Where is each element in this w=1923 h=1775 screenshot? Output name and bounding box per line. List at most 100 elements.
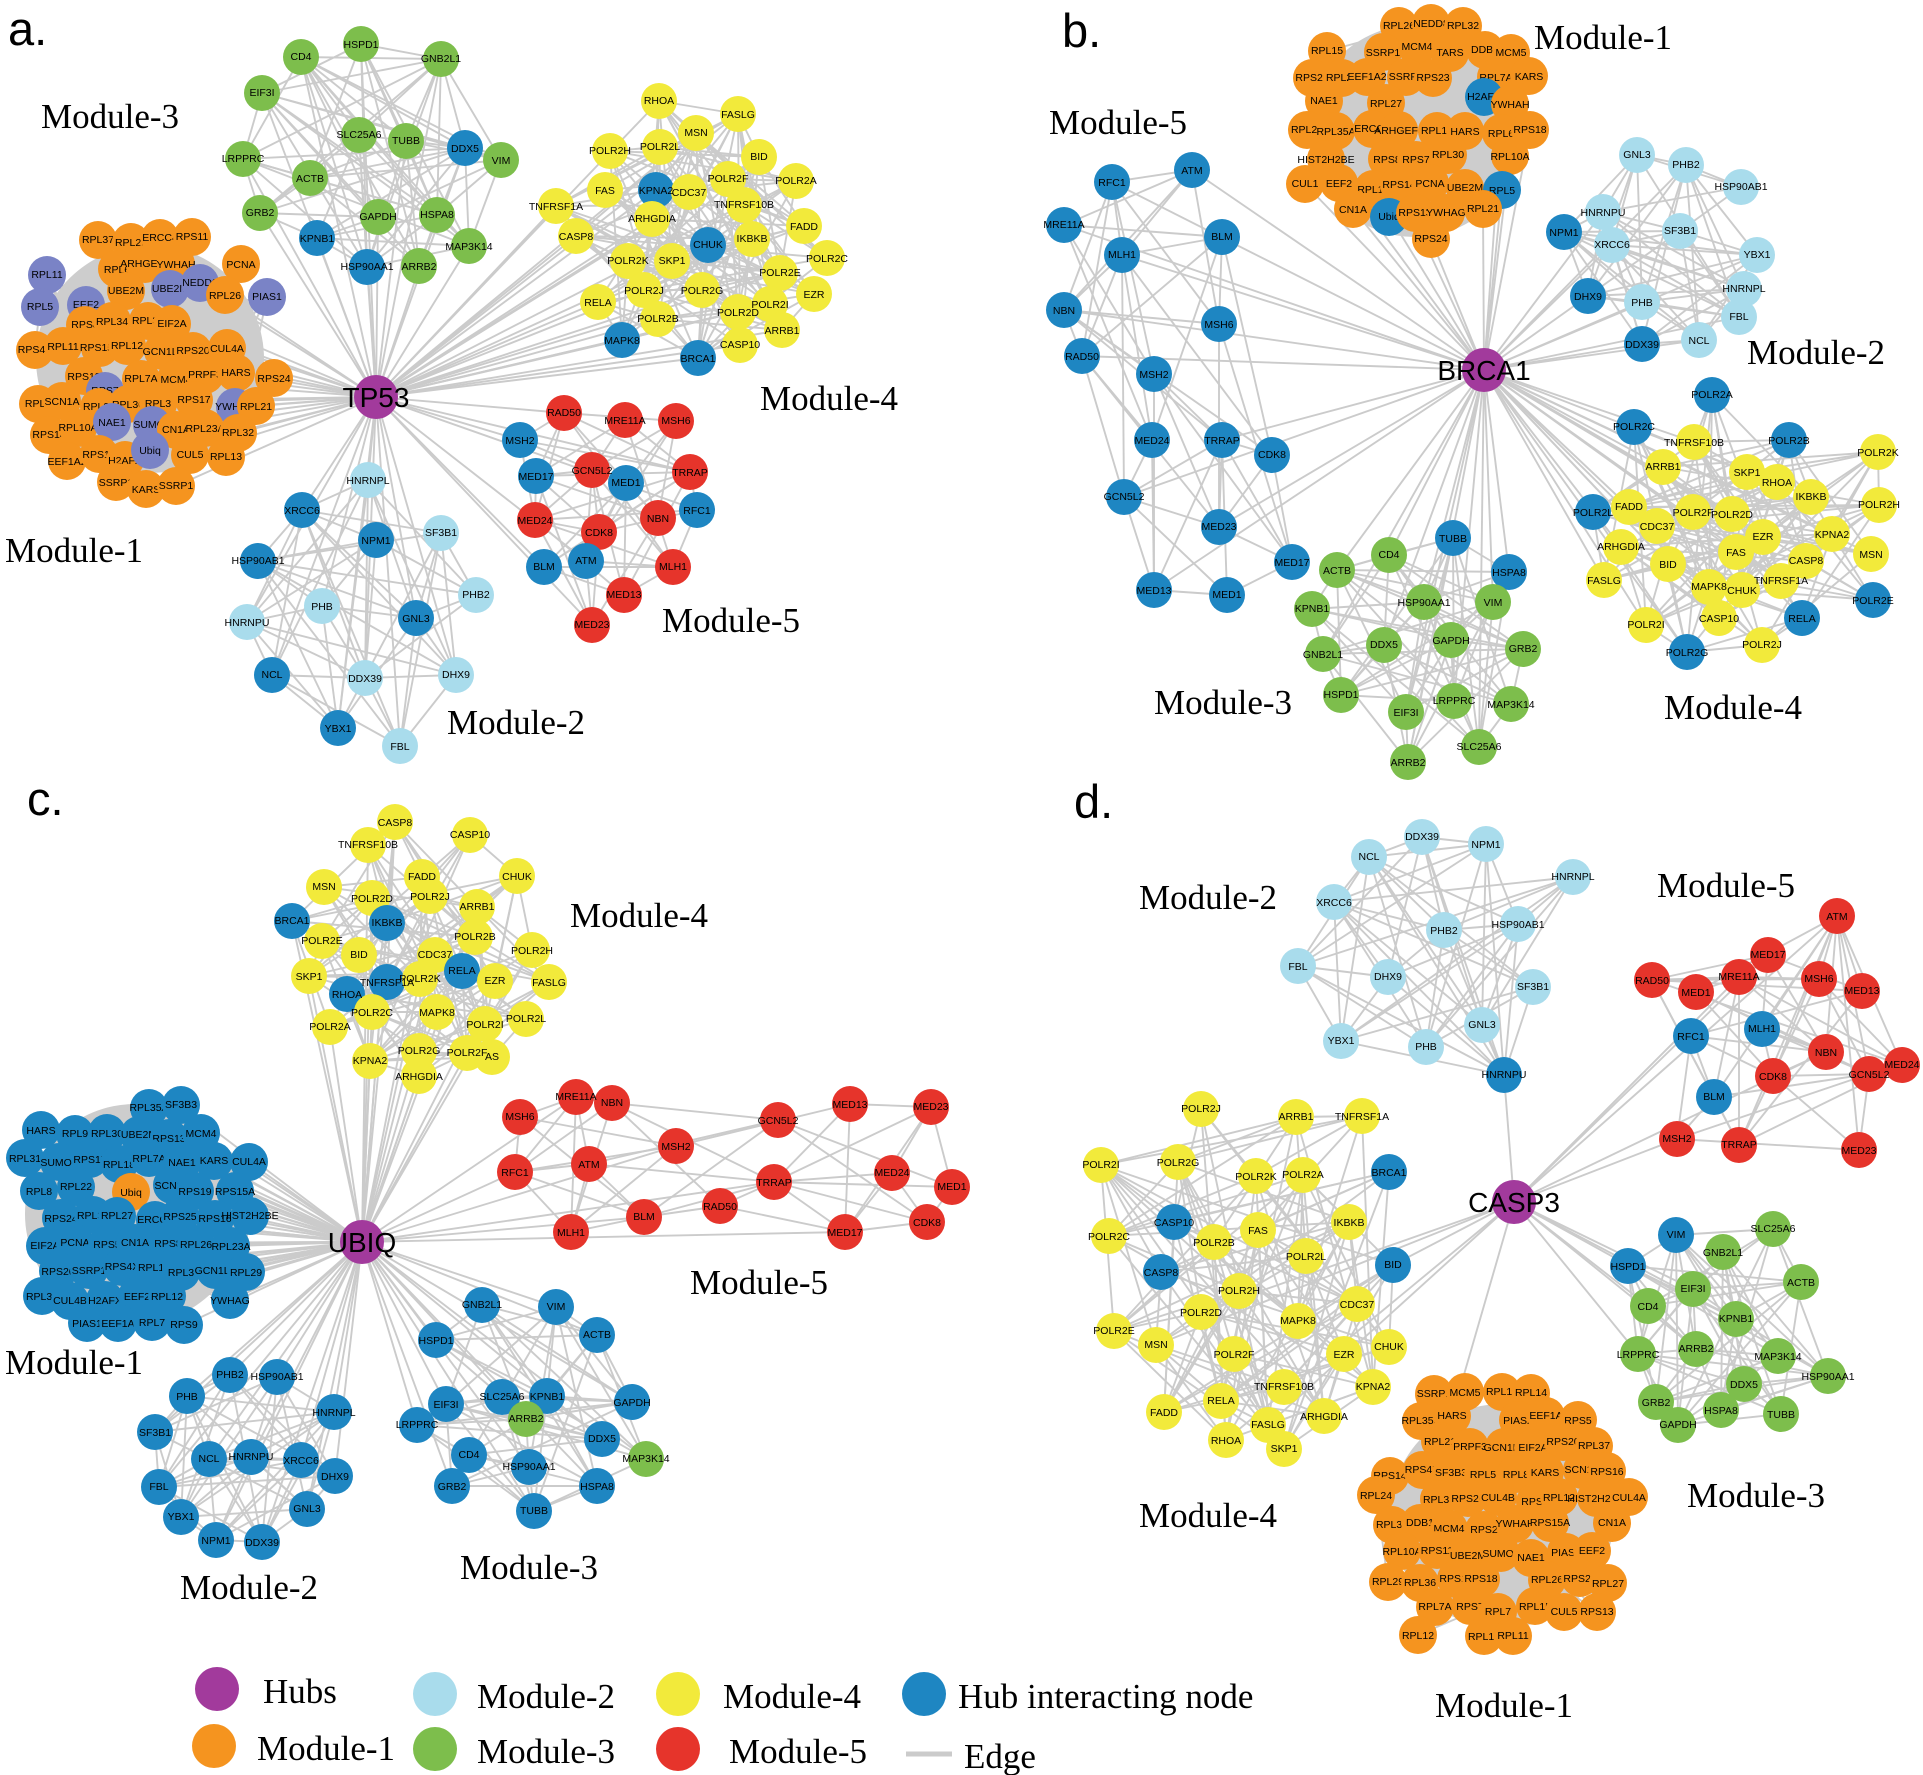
svg-text:MED13: MED13 <box>1136 585 1171 597</box>
svg-text:MSN: MSN <box>1144 1339 1167 1351</box>
svg-text:CN1A: CN1A <box>162 424 190 436</box>
svg-text:POLR2C: POLR2C <box>1088 1231 1130 1243</box>
svg-text:KPNB1: KPNB1 <box>300 233 335 245</box>
svg-text:EEF1A: EEF1A <box>1529 1410 1562 1422</box>
svg-text:Ubiq: Ubiq <box>120 1187 142 1199</box>
svg-text:RPS7: RPS7 <box>1456 1601 1484 1613</box>
svg-text:POLR2D: POLR2D <box>1711 509 1753 521</box>
svg-text:POLR2L: POLR2L <box>640 141 680 153</box>
svg-text:ARHGEF4: ARHGEF4 <box>1374 125 1424 137</box>
svg-text:Edge: Edge <box>964 1737 1036 1775</box>
svg-text:CD4: CD4 <box>458 1449 479 1461</box>
svg-text:TNFRSF1A: TNFRSF1A <box>529 201 583 213</box>
svg-text:EZR: EZR <box>485 975 506 987</box>
svg-text:MED13: MED13 <box>1844 985 1879 997</box>
svg-text:GNL3: GNL3 <box>1468 1019 1496 1031</box>
svg-text:YBX1: YBX1 <box>1744 249 1771 261</box>
svg-text:CUL5: CUL5 <box>1551 1606 1578 1618</box>
svg-text:GNL3: GNL3 <box>1623 149 1651 161</box>
svg-text:CHUK: CHUK <box>502 871 532 883</box>
svg-text:MSH6: MSH6 <box>505 1111 534 1123</box>
svg-text:MLH1: MLH1 <box>1108 249 1136 261</box>
svg-text:ARRB2: ARRB2 <box>401 261 436 273</box>
svg-text:HNRNPL: HNRNPL <box>1551 871 1594 883</box>
svg-text:SUMO3: SUMO3 <box>40 1157 78 1169</box>
svg-text:NAE1: NAE1 <box>98 417 126 429</box>
svg-text:MSH2: MSH2 <box>505 435 534 447</box>
svg-text:HNRNPU: HNRNPU <box>1482 1069 1527 1081</box>
svg-text:RPL26: RPL26 <box>1531 1574 1563 1586</box>
svg-text:POLR2D: POLR2D <box>1180 1307 1222 1319</box>
svg-text:UBE2M: UBE2M <box>152 283 188 295</box>
svg-text:DDX5: DDX5 <box>451 143 479 155</box>
svg-text:YBX1: YBX1 <box>1328 1035 1355 1047</box>
svg-text:BID: BID <box>350 949 368 961</box>
svg-text:MLH1: MLH1 <box>659 561 687 573</box>
svg-text:BRCA1: BRCA1 <box>274 915 309 927</box>
svg-text:XRCC6: XRCC6 <box>284 505 320 517</box>
svg-text:RPL30: RPL30 <box>1376 1519 1408 1531</box>
svg-text:HIST2H2BE: HIST2H2BE <box>221 1210 278 1222</box>
svg-text:PHB: PHB <box>1415 1041 1437 1053</box>
svg-text:GCN5L2: GCN5L2 <box>1849 1069 1890 1081</box>
svg-text:YWHAG: YWHAG <box>210 1295 250 1307</box>
svg-text:Module-3: Module-3 <box>477 1732 615 1771</box>
svg-text:RELA: RELA <box>1788 613 1815 625</box>
svg-text:KARS: KARS <box>1531 1467 1560 1479</box>
svg-text:BLM: BLM <box>1703 1091 1725 1103</box>
svg-text:TNFRSF10B: TNFRSF10B <box>714 199 774 211</box>
svg-text:MAP3K14: MAP3K14 <box>622 1453 669 1465</box>
svg-text:HNRNPL: HNRNPL <box>346 475 389 487</box>
svg-text:PCNA: PCNA <box>226 259 255 271</box>
svg-text:POLR2C: POLR2C <box>806 253 848 265</box>
svg-text:CASP8: CASP8 <box>559 231 594 243</box>
svg-text:RPS16: RPS16 <box>198 1213 231 1225</box>
svg-text:SF3B1: SF3B1 <box>1517 981 1549 993</box>
svg-text:MED1: MED1 <box>1681 987 1710 999</box>
svg-text:HSPD1: HSPD1 <box>1323 689 1358 701</box>
svg-text:POLR2I: POLR2I <box>1627 619 1664 631</box>
svg-text:Ubiq: Ubiq <box>1378 211 1400 223</box>
svg-text:Ubiq: Ubiq <box>139 445 161 457</box>
svg-text:CD4: CD4 <box>290 51 311 63</box>
svg-text:MRE11A: MRE11A <box>604 415 645 427</box>
svg-text:MAPK8: MAPK8 <box>419 1007 455 1019</box>
svg-text:DHX9: DHX9 <box>442 669 470 681</box>
svg-text:UBIQ: UBIQ <box>328 1227 396 1258</box>
svg-text:CDK8: CDK8 <box>913 1217 941 1229</box>
svg-text:POLR2I: POLR2I <box>1082 1159 1119 1171</box>
svg-text:RPS5: RPS5 <box>1564 1415 1592 1427</box>
svg-text:RPL32: RPL32 <box>222 427 254 439</box>
svg-text:BLM: BLM <box>633 1211 655 1223</box>
svg-text:RPL9: RPL9 <box>62 1128 88 1140</box>
svg-text:FASLG: FASLG <box>721 109 755 121</box>
svg-text:a.: a. <box>8 2 47 55</box>
svg-text:Module-2: Module-2 <box>1747 333 1885 372</box>
svg-text:Module-2: Module-2 <box>180 1568 318 1607</box>
svg-text:POLR2A: POLR2A <box>1282 1169 1323 1181</box>
svg-text:Module-3: Module-3 <box>41 97 179 136</box>
svg-text:Module-5: Module-5 <box>1657 866 1795 905</box>
svg-text:MED23: MED23 <box>574 619 609 631</box>
svg-text:MSH6: MSH6 <box>1204 319 1233 331</box>
svg-text:RPS25: RPS25 <box>163 1211 196 1223</box>
svg-text:MSH6: MSH6 <box>1804 973 1833 985</box>
svg-text:RPS7: RPS7 <box>1402 154 1430 166</box>
svg-text:NEDD8: NEDD8 <box>1413 18 1449 30</box>
svg-text:ARRB2: ARRB2 <box>508 1413 543 1425</box>
svg-text:EZR: EZR <box>804 289 825 301</box>
svg-text:HARS: HARS <box>221 367 250 379</box>
svg-text:SF3B1: SF3B1 <box>139 1427 171 1439</box>
svg-text:HSP90AB1: HSP90AB1 <box>1714 181 1767 193</box>
svg-text:UBE2M: UBE2M <box>121 1129 157 1141</box>
svg-text:MAP3K14: MAP3K14 <box>1754 1351 1801 1363</box>
svg-text:POLR2G: POLR2G <box>681 285 724 297</box>
svg-text:ATM: ATM <box>1181 165 1202 177</box>
svg-text:EEF1A: EEF1A <box>101 1318 134 1330</box>
svg-text:HSPD1: HSPD1 <box>418 1335 453 1347</box>
svg-text:Module-1: Module-1 <box>5 531 143 570</box>
svg-text:RPL29: RPL29 <box>1372 1576 1404 1588</box>
svg-text:KPNB1: KPNB1 <box>530 1391 565 1403</box>
svg-text:FAS: FAS <box>1726 547 1746 559</box>
svg-text:KARS: KARS <box>1515 71 1544 83</box>
